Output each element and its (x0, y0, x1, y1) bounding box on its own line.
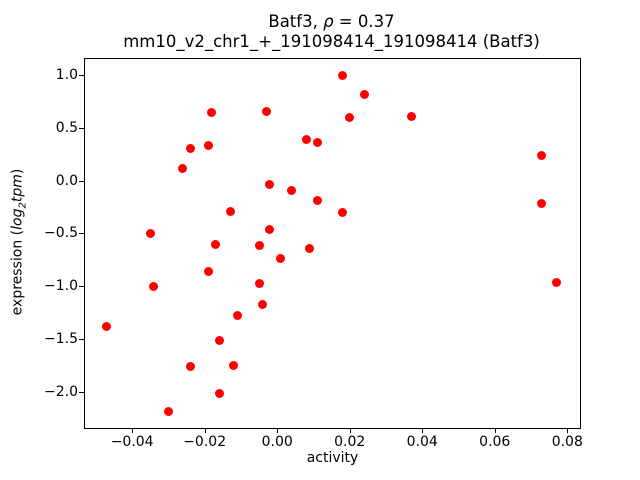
x-tick-label: 0.08 (551, 434, 583, 450)
y-tick-label: 1.0 (55, 66, 78, 83)
scatter-point (537, 150, 547, 160)
y-tick-label: −2.0 (44, 384, 78, 401)
x-tick-mark (567, 428, 569, 433)
x-tick-label: 0.06 (479, 434, 511, 450)
y-tick-label: −1.0 (44, 278, 78, 295)
scatter-point (287, 185, 297, 195)
scatter-point (254, 278, 264, 288)
scatter-point (261, 107, 271, 117)
x-tick-label: 0.00 (261, 434, 293, 450)
scatter-point (265, 224, 275, 234)
scatter-point (406, 111, 416, 121)
y-tick-mark (79, 74, 84, 76)
scatter-point (214, 335, 224, 345)
chart-title-block: Batf3, ρ = 0.37 mm10_v2_chr1_+_191098414… (84, 12, 579, 52)
scatter-point (178, 164, 188, 174)
scatter-point (359, 90, 369, 100)
title-rho-symbol: ρ (323, 12, 334, 31)
scatter-point (163, 406, 173, 416)
scatter-point (214, 388, 224, 398)
x-axis-label: activity (306, 450, 359, 466)
chart-title: Batf3, ρ = 0.37 (84, 12, 579, 32)
scatter-point (149, 281, 159, 291)
ylabel-suffix: ) (9, 168, 26, 175)
scatter-point (229, 361, 239, 371)
chart-subtitle: mm10_v2_chr1_+_191098414_191098414 (Batf… (123, 32, 540, 51)
x-tick-mark (204, 428, 206, 433)
y-tick-mark (79, 392, 84, 394)
scatter-point (276, 254, 286, 264)
y-axis-label: expression (log2tpm) (10, 169, 29, 316)
scatter-point (265, 180, 275, 190)
y-tick-label: 0.5 (55, 119, 78, 136)
scatter-point (185, 144, 195, 154)
x-tick-mark (349, 428, 351, 433)
scatter-point (203, 141, 213, 151)
y-tick-label: −1.5 (44, 331, 78, 348)
ylabel-log: log (9, 208, 26, 230)
x-tick-label: 0.02 (334, 434, 366, 450)
x-tick-mark (277, 428, 279, 433)
plot-area: activity −0.04 −0.02 0.00 0.02 0.04 0.06 0.08 1… (44, 58, 583, 466)
scatter-point (203, 267, 213, 277)
x-tick-label: −0.02 (183, 434, 227, 450)
y-tick-mark (79, 233, 84, 235)
y-tick-mark (79, 286, 84, 288)
x-tick-mark (494, 428, 496, 433)
ylabel-prefix: expression ( (9, 229, 26, 316)
scatter-point (207, 108, 217, 118)
scatter-point (312, 138, 322, 148)
y-tick-mark (79, 339, 84, 341)
x-tick-label: −0.04 (110, 434, 154, 450)
scatter-point (254, 240, 264, 250)
ylabel-log-subscript: 2 (17, 202, 29, 209)
scatter-point (345, 112, 355, 122)
scatter-point (337, 207, 347, 217)
x-tick-mark (422, 428, 424, 433)
scatter-point (537, 199, 547, 209)
y-tick-label: 0.0 (55, 172, 78, 189)
scatter-point (232, 311, 242, 321)
x-tick-label: 0.04 (406, 434, 438, 450)
scatter-point (305, 243, 315, 253)
scatter-point (312, 196, 322, 206)
scatter-point (185, 362, 195, 372)
ylabel-tpm: tpm (9, 174, 26, 203)
scatter-point (102, 321, 112, 331)
y-tick-label: −0.5 (44, 225, 78, 242)
scatter-point (225, 206, 235, 216)
title-prefix: Batf3, (268, 12, 324, 31)
x-tick-mark (132, 428, 134, 433)
scatter-point (145, 228, 155, 238)
scatter-point (258, 299, 268, 309)
scatter-point (211, 239, 221, 249)
scatter-point (301, 134, 311, 144)
y-tick-mark (79, 180, 84, 182)
y-tick-mark (79, 127, 84, 129)
scatter-point (337, 71, 347, 81)
title-suffix: = 0.37 (333, 12, 395, 31)
scatter-point (551, 277, 561, 287)
